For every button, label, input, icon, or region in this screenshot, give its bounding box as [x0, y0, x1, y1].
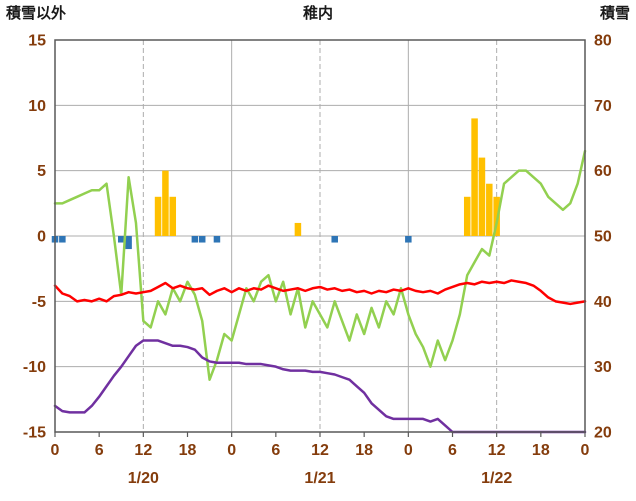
blue-bars-bar — [191, 236, 199, 243]
red-line — [53, 279, 587, 306]
blue-bars-bar — [331, 236, 338, 243]
right-axis-title: 積雪 — [599, 5, 630, 22]
orange-bars-bar — [169, 196, 177, 236]
left-axis-tick-label: 10 — [28, 98, 46, 115]
x-axis-hour-label: 0 — [404, 442, 413, 459]
right-axis-tick-label: 40 — [594, 294, 612, 311]
x-axis-hour-label: 0 — [227, 442, 236, 459]
left-axis-tick-label: 15 — [28, 33, 46, 50]
orange-bars-bar — [294, 222, 302, 236]
right-axis-tick-label: 70 — [594, 98, 612, 115]
left-axis-tick-label: 5 — [37, 163, 46, 180]
right-axis-tick-label: 60 — [594, 163, 612, 180]
x-axis-hour-label: 0 — [51, 442, 60, 459]
left-axis-tick-label: -5 — [32, 294, 46, 311]
left-axis-tick-label: -10 — [23, 359, 46, 376]
x-axis-hour-label: 0 — [581, 442, 590, 459]
x-axis-hour-label: 18 — [179, 442, 197, 459]
orange-bars-bar — [478, 157, 486, 236]
blue-bars-bar — [405, 236, 412, 243]
right-axis-tick-label: 80 — [594, 33, 612, 50]
orange-bars-bar — [162, 170, 169, 236]
x-axis-hour-label: 6 — [95, 442, 104, 459]
blue-bars-bar — [125, 236, 132, 250]
orange-bars-bar — [463, 196, 471, 236]
x-axis-date-label: 1/22 — [481, 470, 512, 487]
orange-bars-bar — [486, 183, 493, 236]
x-axis-date-label: 1/20 — [128, 470, 159, 487]
blue-bars-bar — [198, 236, 206, 243]
right-axis-tick-label: 30 — [594, 359, 612, 376]
orange-bars-bar — [154, 196, 162, 236]
left-axis-title: 積雪以外 — [6, 5, 67, 22]
x-axis-hour-label: 18 — [355, 442, 373, 459]
right-axis-tick-label: 50 — [594, 229, 612, 246]
orange-bars-bar — [471, 118, 478, 236]
x-axis-hour-label: 6 — [271, 442, 280, 459]
left-axis-tick-label: 0 — [37, 229, 46, 246]
chart-title: 稚内 — [302, 5, 333, 22]
blue-bars-bar — [213, 236, 221, 243]
green-line — [53, 149, 587, 381]
x-axis-hour-label: 6 — [448, 442, 457, 459]
x-axis-hour-label: 12 — [134, 442, 152, 459]
blue-bars-bar — [59, 236, 66, 243]
right-axis-tick-label: 20 — [594, 425, 612, 442]
left-axis-tick-label: -15 — [23, 425, 46, 442]
x-axis-hour-label: 12 — [488, 442, 506, 459]
x-axis-date-label: 1/21 — [304, 470, 335, 487]
blue-bars-bar — [118, 236, 125, 243]
x-axis-hour-label: 18 — [532, 442, 550, 459]
x-axis-hour-label: 12 — [311, 442, 329, 459]
